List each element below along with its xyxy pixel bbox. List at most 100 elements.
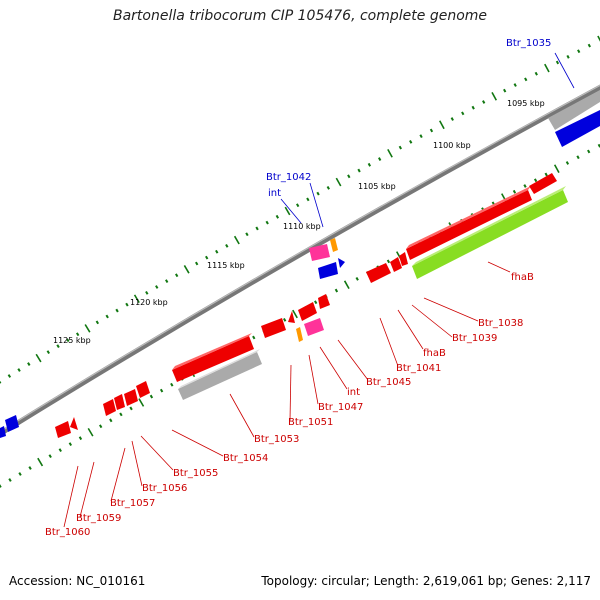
gene-pseudo-1052-top[interactable]: [178, 349, 260, 389]
outer-tick: [46, 350, 50, 355]
gene-label-btr-1055[interactable]: Btr_1055: [173, 468, 218, 479]
inner-tick-ring: [0, 143, 600, 488]
gene-label-btr-1060[interactable]: Btr_1060: [45, 527, 90, 538]
outer-tick: [326, 185, 330, 190]
gene-fhab-1037-top[interactable]: [406, 186, 531, 249]
scale-label-1120: 1120 kbp: [130, 298, 168, 307]
gene-label-fhab-2[interactable]: fhaB: [423, 348, 446, 359]
inner-tick: [98, 424, 103, 429]
gene-label-int-forward[interactable]: int: [347, 387, 360, 398]
outer-tick: [347, 174, 351, 179]
gene-btr-1051[interactable]: [261, 318, 286, 338]
outer-tick: [125, 302, 129, 307]
outer-tick: [335, 177, 342, 187]
gene-btr-1048[interactable]: [288, 311, 295, 323]
outer-tick: [7, 374, 12, 378]
gene-int-reverse[interactable]: [309, 244, 330, 261]
inner-tick: [544, 172, 548, 177]
gene-btr-1053-top[interactable]: [172, 333, 252, 370]
inner-tick: [523, 184, 527, 188]
inner-tick: [283, 317, 287, 322]
gene-label-btr-1035[interactable]: Btr_1035: [506, 38, 551, 49]
gene-btr-1035-reverse[interactable]: [555, 110, 600, 147]
gene-label-btr-1047[interactable]: Btr_1047: [318, 402, 363, 413]
inner-tick: [314, 300, 318, 305]
inner-tick: [78, 436, 83, 441]
outer-tick: [482, 100, 486, 104]
outer-tick: [577, 49, 581, 54]
gene-label-btr-1057[interactable]: Btr_1057: [110, 498, 155, 509]
gene-label-btr-1038[interactable]: Btr_1038: [478, 318, 523, 329]
outer-tick: [367, 162, 372, 167]
outer-tick: [534, 71, 538, 76]
gene-btr-1045[interactable]: [318, 294, 330, 309]
inner-tick: [576, 155, 580, 160]
scale-label-1125: 1125 kbp: [53, 336, 91, 345]
outer-tick: [165, 279, 169, 283]
gene-btr-1036[interactable]: [529, 173, 557, 194]
gene-btr-1060[interactable]: [55, 421, 71, 438]
outer-tick-ring: [0, 35, 600, 384]
outer-tick: [205, 255, 209, 260]
outer-tick: [544, 63, 550, 73]
outer-tick: [439, 120, 445, 130]
inner-tick: [343, 280, 350, 290]
outer-tick: [524, 77, 528, 82]
gene-btr-1055[interactable]: [124, 389, 138, 406]
gene-label-btr-1045[interactable]: Btr_1045: [366, 377, 411, 388]
gene-label-btr-1053[interactable]: Btr_1053: [254, 434, 299, 445]
large-feature-fhab[interactable]: [412, 190, 568, 279]
gene-btr-1057[interactable]: [103, 399, 116, 416]
outer-tick: [461, 111, 465, 116]
gene-btr-1056[interactable]: [114, 394, 125, 410]
gene-btr-1041[interactable]: [390, 257, 402, 272]
inner-tick: [129, 406, 133, 411]
outer-tick: [357, 168, 361, 173]
inner-tick: [565, 161, 570, 165]
gene-btr-1044-reverse[interactable]: [338, 258, 345, 268]
scale-label-1095: 1095 kbp: [507, 99, 545, 108]
inner-tick: [68, 442, 73, 447]
gene-btr-1054[interactable]: [136, 381, 150, 398]
gene-int-forward[interactable]: [304, 318, 324, 336]
gene-label-fhab-1[interactable]: fhaB: [511, 272, 534, 283]
outer-tick: [587, 43, 591, 48]
outer-tick: [284, 206, 291, 216]
outer-tick: [471, 105, 475, 110]
gene-btr-1046[interactable]: [298, 302, 317, 321]
large-feature-fhab-top[interactable]: [412, 186, 566, 266]
outer-tick: [245, 232, 249, 237]
gene-reverse-left-2[interactable]: [0, 426, 6, 438]
outer-tick: [183, 265, 190, 274]
inner-tick: [292, 309, 298, 319]
leader-lines-forward: [63, 261, 511, 528]
gene-label-int-reverse[interactable]: int: [268, 188, 281, 199]
gene-label-btr-1041[interactable]: Btr_1041: [396, 363, 441, 374]
genome-map: 1095 kbp 1100 kbp 1105 kbp 1110 kbp 1115…: [0, 35, 600, 538]
gene-btr-1042-hyp[interactable]: [330, 238, 338, 252]
gene-btr-1047-hyp[interactable]: [296, 327, 303, 342]
gene-pseudo-1034[interactable]: [548, 90, 600, 130]
gene-btr-1043-reverse[interactable]: [318, 262, 338, 279]
gene-label-btr-1051[interactable]: Btr_1051: [288, 417, 333, 428]
gene-label-btr-1056[interactable]: Btr_1056: [142, 483, 187, 494]
gene-btr-1053[interactable]: [172, 336, 254, 382]
gene-fhab-1037[interactable]: [406, 190, 532, 260]
gene-label-btr-1059[interactable]: Btr_1059: [76, 513, 121, 524]
gene-label-btr-1039[interactable]: Btr_1039: [452, 333, 497, 344]
gene-reverse-left-1[interactable]: [5, 415, 19, 432]
gene-label-btr-1042[interactable]: Btr_1042: [266, 172, 311, 183]
gene-label-btr-1054[interactable]: Btr_1054: [223, 453, 268, 464]
outer-tick: [105, 314, 109, 319]
gene-btr-1041b[interactable]: [399, 252, 408, 266]
outer-tick: [225, 244, 229, 248]
inner-tick: [587, 149, 591, 154]
inner-tick: [0, 484, 2, 488]
outer-tick: [145, 290, 149, 295]
gene-btr-1039[interactable]: [366, 263, 391, 283]
gene-pseudo-1052[interactable]: [178, 352, 262, 400]
accession-text: Accession: NC_010161: [9, 574, 146, 588]
outer-tick: [387, 149, 393, 158]
gene-btr-1059[interactable]: [70, 417, 78, 430]
outer-tick: [316, 191, 320, 196]
